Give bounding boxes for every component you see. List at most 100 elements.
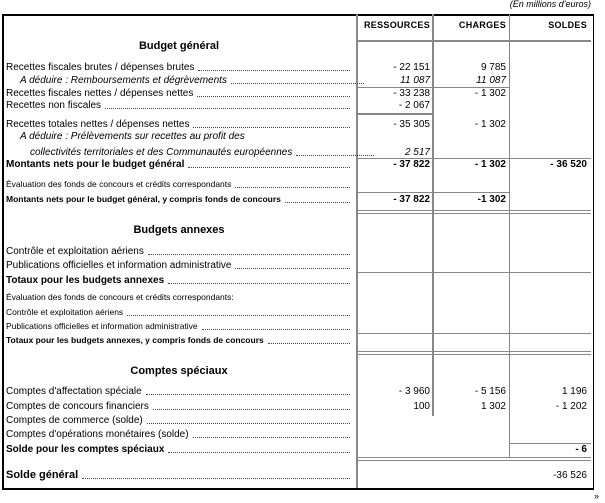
- cell-charges: 1 302: [480, 401, 506, 412]
- row-label: Recettes fiscales brutes / dépenses brut…: [6, 62, 195, 73]
- divider: [356, 87, 509, 88]
- row-label-line: Recettes fiscales brutes / dépenses brut…: [6, 61, 352, 74]
- divider: [356, 351, 591, 355]
- divider: [356, 14, 358, 488]
- dot-leader: [230, 74, 364, 84]
- row-label: Comptes de concours financiers: [6, 401, 149, 412]
- row-label-line: Recettes non fiscales: [6, 99, 352, 112]
- row-label: Contrôle et exploitation aériens: [6, 246, 144, 257]
- cell-soldes: 1 196: [561, 386, 587, 397]
- cell-soldes: - 6: [575, 444, 587, 455]
- cell-ressources: 11 087: [400, 75, 430, 86]
- cell-ressources: - 37 822: [393, 159, 430, 170]
- section-title: Comptes spéciaux: [130, 365, 228, 377]
- cell-ressources: - 35 305: [393, 119, 430, 130]
- row-label-line: Totaux pour les budgets annexes: [6, 274, 352, 287]
- cell-ressources: 100: [413, 401, 430, 412]
- dot-leader: [193, 118, 350, 128]
- divider: [356, 272, 591, 273]
- dot-leader: [235, 178, 350, 188]
- dot-leader: [152, 400, 350, 410]
- row-label: A déduire : Prélèvements sur recettes au…: [20, 131, 245, 142]
- dot-leader: [198, 61, 350, 71]
- divider: [356, 158, 591, 159]
- cell-ressources: - 2 067: [398, 100, 430, 111]
- row-label: Recettes non fiscales: [6, 100, 102, 111]
- cell-soldes: - 1 202: [555, 401, 587, 412]
- cell-charges: 11 087: [476, 75, 506, 86]
- row-label: Montants nets pour le budget général: [6, 159, 185, 170]
- row-label: Comptes d'opérations monétaires (solde): [6, 429, 189, 440]
- dot-leader: [296, 146, 374, 156]
- dot-leader: [235, 259, 350, 269]
- divider: [356, 192, 509, 193]
- section-title: Budgets annexes: [133, 224, 225, 236]
- row-label: collectivités territoriales et des Commu…: [30, 147, 293, 158]
- row-label: Évaluation des fonds de concours et créd…: [6, 292, 234, 302]
- row-label-line: Montants nets pour le budget général, y …: [6, 193, 352, 206]
- cell-charges: - 5 156: [474, 386, 506, 397]
- dot-leader: [145, 385, 350, 395]
- dot-leader: [267, 334, 350, 344]
- solde-general-value: -36 526: [553, 470, 587, 481]
- dot-leader: [147, 245, 350, 255]
- dot-leader: [284, 193, 350, 203]
- row-label: Recettes fiscales nettes / dépenses nett…: [6, 88, 194, 99]
- row-label-line: Comptes de concours financiers: [6, 400, 352, 413]
- financial-table: [2, 14, 594, 490]
- row-label-line: Évaluation des fonds de concours et créd…: [6, 291, 352, 304]
- cell-ressources: - 33 238: [393, 88, 430, 99]
- row-label-line: Solde pour les comptes spéciaux: [6, 443, 352, 456]
- row-label: A déduire : Remboursements et dégrèvemen…: [20, 75, 227, 86]
- dot-leader: [201, 320, 350, 330]
- cell-charges: - 1 302: [474, 88, 506, 99]
- row-label-line: Montants nets pour le budget général: [6, 158, 352, 171]
- row-label-line: Publications officielles et information …: [6, 259, 352, 272]
- row-label-line: Comptes d'affectation spéciale: [6, 385, 352, 398]
- row-label: Contrôle et exploitation aériens: [6, 307, 124, 317]
- row-label: Totaux pour les budgets annexes: [6, 275, 165, 286]
- row-label-line: Comptes de commerce (solde): [6, 414, 352, 427]
- row-label-line: Évaluation des fonds de concours et créd…: [6, 178, 352, 191]
- row-label-line: Publications officielles et information …: [6, 320, 352, 333]
- cell-charges: 9 785: [480, 62, 506, 73]
- row-label-line: A déduire : Prélèvements sur recettes au…: [6, 130, 366, 143]
- cell-soldes: - 36 520: [550, 159, 587, 170]
- cell-ressources: - 37 822: [393, 194, 430, 205]
- row-label: Solde pour les comptes spéciaux: [6, 444, 165, 455]
- row-label: Recettes totales nettes / dépenses nette…: [6, 119, 190, 130]
- cell-charges: - 1 302: [474, 159, 506, 170]
- divider: [509, 14, 510, 458]
- header-charges: CHARGES: [458, 20, 506, 30]
- divider: [356, 210, 591, 214]
- dot-leader: [188, 158, 350, 168]
- row-label-line: Comptes d'opérations monétaires (solde): [6, 428, 352, 441]
- dot-leader: [192, 428, 350, 438]
- dot-leader: [197, 87, 350, 97]
- divider: [356, 40, 591, 42]
- row-label-line: Contrôle et exploitation aériens: [6, 306, 352, 319]
- row-label: Publications officielles et information …: [6, 321, 198, 331]
- row-label-line: Contrôle et exploitation aériens: [6, 245, 352, 258]
- cell-ressources: 2 517: [404, 147, 430, 158]
- row-label: Montants nets pour le budget général, y …: [6, 194, 281, 204]
- dot-leader: [127, 306, 350, 316]
- dot-leader: [168, 443, 350, 453]
- dot-leader: [105, 99, 350, 109]
- divider: [509, 443, 591, 444]
- row-label: Publications officielles et information …: [6, 260, 232, 271]
- divider: [432, 14, 434, 416]
- row-label-line: collectivités territoriales et des Commu…: [6, 146, 376, 159]
- unit-note: (En millions d'euros): [509, 0, 591, 9]
- section-title: Budget général: [138, 40, 220, 52]
- solde-general-row: Solde général: [6, 469, 352, 482]
- row-label: Solde général: [6, 469, 79, 481]
- row-label: Comptes de commerce (solde): [6, 415, 143, 426]
- row-label: Comptes d'affectation spéciale: [6, 386, 142, 397]
- next-page-marker[interactable]: »: [594, 491, 600, 501]
- row-label: Évaluation des fonds de concours et créd…: [6, 179, 232, 189]
- cell-ressources: - 3 960: [398, 386, 430, 397]
- divider: [356, 113, 432, 115]
- row-label: Totaux pour les budgets annexes, y compr…: [6, 335, 264, 345]
- row-label-line: Totaux pour les budgets annexes, y compr…: [6, 334, 352, 347]
